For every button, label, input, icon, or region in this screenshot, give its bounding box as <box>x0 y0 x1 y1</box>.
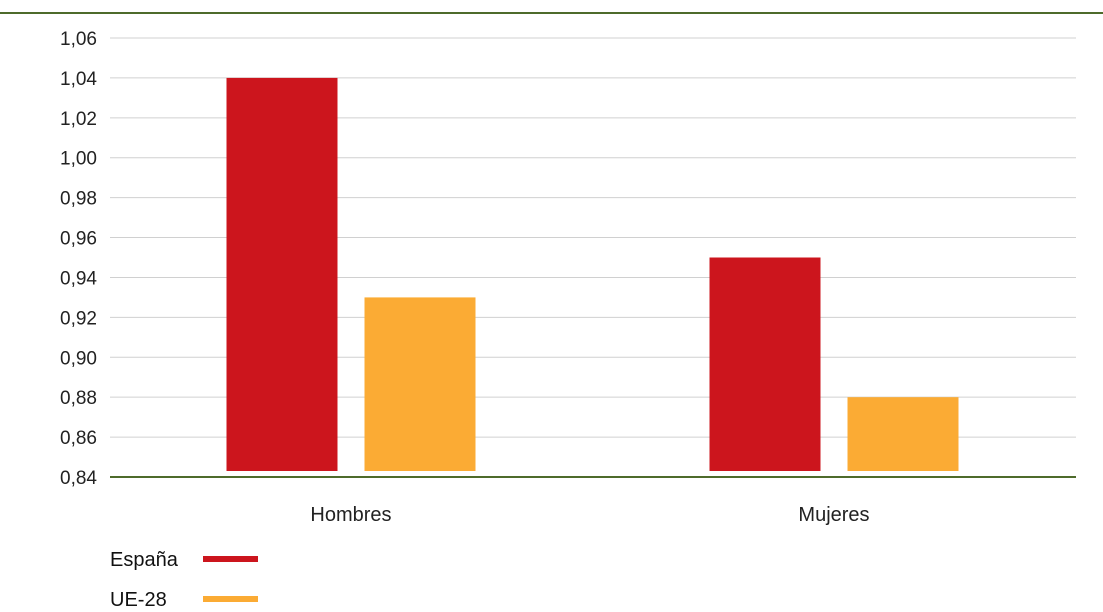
legend-label: España <box>110 549 179 571</box>
y-tick-label: 1,02 <box>60 109 97 130</box>
y-tick-label: 0,86 <box>60 428 97 449</box>
y-tick-label: 0,88 <box>60 388 97 409</box>
y-tick-label: 0,96 <box>60 229 97 250</box>
legend-swatch <box>203 556 258 562</box>
bar-espa-a-mujeres <box>709 257 821 471</box>
bar-espa-a-hombres <box>226 77 338 471</box>
bars <box>226 77 959 471</box>
y-axis-ticks: 0,84 0,86 0,88 0,90 0,92 0,94 0,96 0,98 1,00 1,02… <box>60 29 97 489</box>
y-tick-label: 0,98 <box>60 189 97 210</box>
y-tick-label: 0,92 <box>60 308 97 329</box>
bar-ue-28-hombres <box>364 297 476 471</box>
y-tick-label: 1,04 <box>60 69 97 90</box>
x-category-label: Mujeres <box>798 504 869 526</box>
y-tick-label: 1,00 <box>60 149 97 170</box>
x-axis-categories: Hombres Mujeres <box>310 504 869 526</box>
legend-swatch <box>203 596 258 602</box>
y-tick-label: 0,90 <box>60 348 97 369</box>
legend: España UE-28 <box>110 549 258 611</box>
bar-ue-28-mujeres <box>847 397 959 471</box>
y-tick-label: 0,84 <box>60 468 97 489</box>
y-tick-label: 0,94 <box>60 268 97 289</box>
x-category-label: Hombres <box>310 504 391 526</box>
y-tick-label: 1,06 <box>60 29 97 50</box>
legend-label: UE-28 <box>110 589 167 611</box>
